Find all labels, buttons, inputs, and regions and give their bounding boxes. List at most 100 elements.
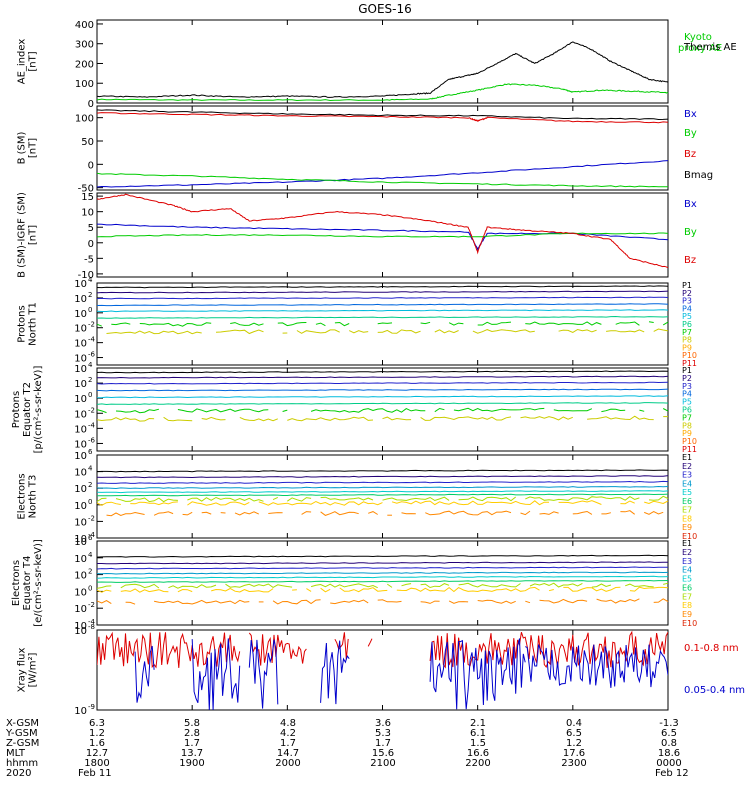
series-line-bz <box>97 113 668 123</box>
flux-series-e3 <box>97 567 668 569</box>
y-tick-exponent: -2 <box>88 601 95 609</box>
legend-label: Bx <box>684 109 697 120</box>
flux-series-p8 <box>473 330 535 334</box>
flux-series-p8 <box>421 417 511 421</box>
flux-series-e8 <box>97 502 121 505</box>
xray-series-long <box>97 632 240 668</box>
y-tick-label: 400 <box>75 20 94 31</box>
date-end: Feb 12 <box>655 768 689 779</box>
flux-series-e7 <box>321 497 373 500</box>
panel-frame <box>97 20 668 103</box>
flux-series-p7 <box>335 323 349 326</box>
y-tick-label: 0 <box>88 99 94 110</box>
flux-series-p7 <box>316 323 326 326</box>
flux-series-e8 <box>397 587 540 591</box>
flux-series-p8 <box>287 417 373 420</box>
legend-label: By <box>684 227 697 238</box>
panel-frame <box>97 455 668 538</box>
flux-series-e7 <box>383 497 450 500</box>
flux-series-p8 <box>559 330 597 333</box>
flux-series-e7 <box>459 497 516 501</box>
y-axis-label-line: AE_index <box>17 39 28 85</box>
flux-series-e1 <box>97 470 668 472</box>
flux-series-p7 <box>311 409 425 413</box>
y-tick-label: 10 <box>74 364 87 375</box>
legend-label-e5: E5 <box>682 575 692 584</box>
series-line-by <box>97 173 668 187</box>
flux-series-p6 <box>97 317 668 319</box>
y-axis-label-line: Equator T4 <box>22 556 33 611</box>
panel-frame <box>97 630 668 710</box>
y-axis-label-line: [nT] <box>28 51 39 71</box>
flux-series-p7 <box>421 322 431 323</box>
flux-series-e7 <box>97 586 111 589</box>
panel-xray: Xray flux[W/m²]10-810-90.1-0.8 nm0.05-0.… <box>17 623 746 717</box>
y-tick-label: 10 <box>74 468 87 479</box>
y-tick-label: 10 <box>74 309 87 320</box>
flux-series-p7 <box>601 409 625 412</box>
flux-series-e8 <box>630 587 668 591</box>
flux-series-e8 <box>340 588 388 592</box>
y-tick-label: 10 <box>74 379 87 390</box>
flux-series-p7 <box>283 410 288 411</box>
flux-series-e9 <box>97 601 111 604</box>
y-axis-label: AE_index[nT] <box>17 39 39 85</box>
flux-series-e9 <box>235 512 259 515</box>
flux-series-p5 <box>97 396 668 398</box>
y-tick-exponent: -6 <box>88 436 96 444</box>
y-axis-label-line: [W/m²] <box>28 652 39 687</box>
y-tick-label: 10 <box>74 554 87 565</box>
y-tick-label: 10 <box>74 484 87 495</box>
y-axis-label: B (SM)[nT] <box>17 131 39 164</box>
xray-series-long <box>368 639 372 647</box>
flux-series-e9 <box>644 512 663 515</box>
flux-series-e3 <box>97 481 668 483</box>
y-tick-exponent: -4 <box>88 336 96 344</box>
legend-label-e7: E7 <box>682 506 692 515</box>
flux-series-e9 <box>154 600 249 604</box>
y-tick-label: 10 <box>74 354 87 365</box>
y-axis-label: ElectronsNorth T3 <box>17 473 39 519</box>
flux-series-e7 <box>525 497 639 501</box>
y-axis-label-line: [nT] <box>28 225 39 245</box>
flux-series-e9 <box>321 512 359 516</box>
y-tick-exponent: 4 <box>88 465 93 473</box>
flux-series-e8 <box>259 502 383 506</box>
legend-label-e4: E4 <box>682 566 692 575</box>
y-tick-label: 10 <box>74 587 87 598</box>
y-tick-label: 10 <box>74 424 87 435</box>
y-tick-exponent: -4 <box>88 421 96 429</box>
y-axis-label: ProtonsNorth T1 <box>17 302 39 346</box>
flux-series-p7 <box>449 323 463 325</box>
legend-label-e8: E8 <box>682 514 692 523</box>
flux-series-e9 <box>202 512 212 514</box>
flux-series-p7 <box>97 324 102 326</box>
flux-series-e7 <box>273 497 278 499</box>
date-year: 2020 <box>6 768 31 779</box>
flux-series-e8 <box>392 501 549 505</box>
flux-series-e9 <box>421 601 440 603</box>
flux-series-p8 <box>216 330 264 334</box>
y-axis-label: B (SM)-IGRF (SM)[nT] <box>17 192 39 278</box>
flux-series-p7 <box>663 322 668 325</box>
y-tick-label: 5 <box>88 223 94 234</box>
ephemeris-value: 2200 <box>465 758 490 769</box>
flux-series-e9 <box>540 599 588 603</box>
y-tick-exponent: 0 <box>88 306 92 314</box>
y-axis-label: Xray flux[W/m²] <box>17 648 39 693</box>
legend-label-short: 0.05-0.4 nm <box>684 685 745 696</box>
flux-series-p7 <box>649 322 654 323</box>
flux-series-e9 <box>273 600 321 604</box>
y-axis-label: ProtonsEquator T2[p/(cm²-s-sr-keV)] <box>11 366 44 454</box>
y-axis-label-line: Equator T2 <box>22 382 33 437</box>
legend-label: Themis AE <box>683 42 737 53</box>
flux-series-e8 <box>620 501 634 504</box>
flux-series-e7 <box>121 584 159 588</box>
flux-series-p7 <box>97 410 107 413</box>
y-tick-label: 15 <box>81 192 94 203</box>
y-tick-label: 10 <box>74 409 87 420</box>
